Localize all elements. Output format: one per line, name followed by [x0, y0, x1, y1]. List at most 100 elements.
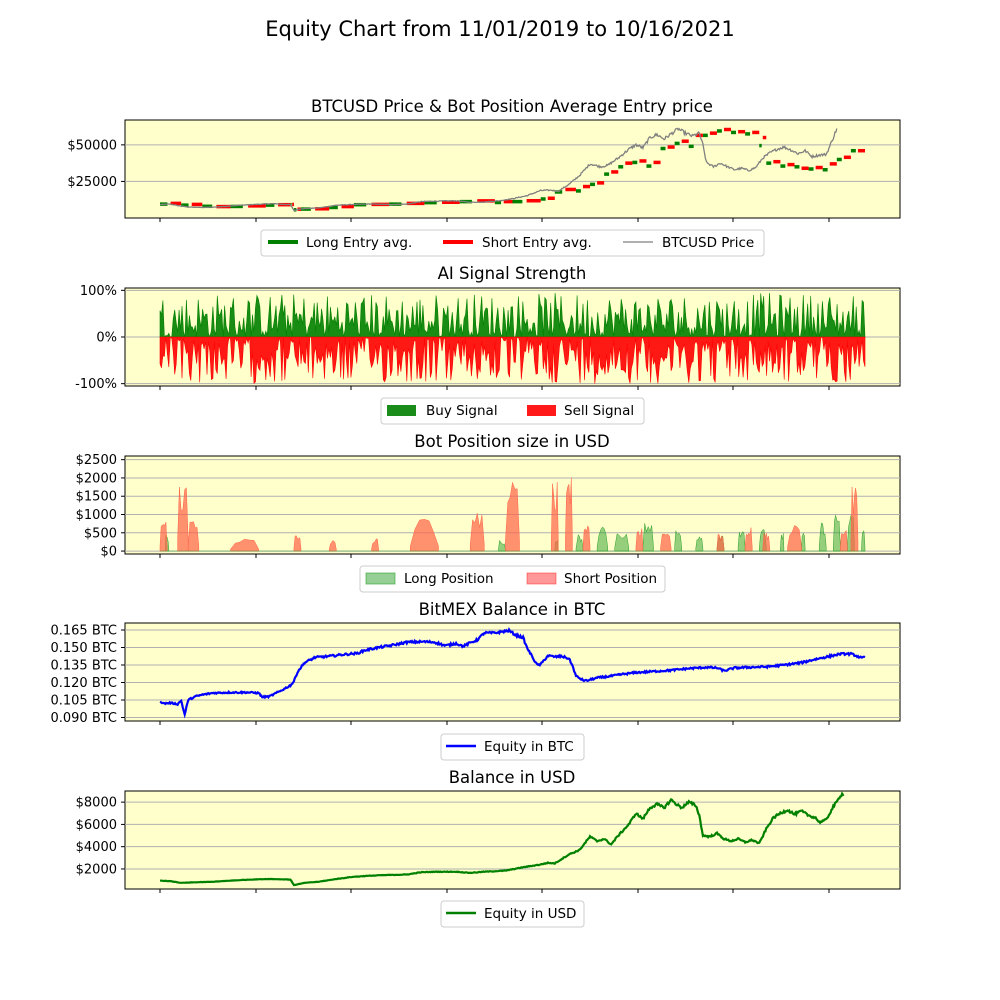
y-tick-label: $8000 [76, 796, 117, 811]
short-position-area [371, 538, 379, 552]
y-tick-label: 100% [80, 284, 117, 299]
signal-y-ticks: 100% 0% -100% [75, 284, 125, 392]
y-tick-label: $2000 [76, 862, 117, 877]
y-tick-label: 0% [96, 331, 117, 346]
price-x-ticks [159, 218, 830, 222]
short-position-area [565, 477, 573, 552]
y-tick-label: 0.090 BTC [50, 711, 117, 726]
usd-balance-chart-title: Balance in USD [449, 768, 576, 787]
short-position-area [850, 486, 859, 552]
legend-short-entry-label: Short Entry avg. [482, 235, 592, 251]
short-position-area [787, 525, 802, 552]
y-tick-label: 0.150 BTC [50, 641, 117, 656]
price-y-ticks: $25000 $50000 [67, 138, 125, 190]
short-position-area [230, 538, 259, 552]
position-panel: $0 $500 $1000 $1500 $2000 $2500 Bot Position … [76, 432, 901, 593]
position-y-ticks: $0 $500 $1000 $1500 $2000 $2500 [76, 453, 125, 560]
legend-price-label: BTCUSD Price [662, 235, 754, 251]
y-tick-label: $25000 [67, 175, 117, 190]
legend-long-position-swatch [365, 572, 396, 585]
long-position-area [780, 533, 785, 552]
short-position-area [762, 532, 771, 552]
usd-balance-x-ticks [159, 889, 830, 893]
btc-balance-chart-title: BitMEX Balance in BTC [419, 600, 606, 619]
short-position-area [635, 528, 644, 552]
long-position-area [614, 533, 630, 552]
long-position-area [801, 532, 806, 552]
price-series [159, 127, 865, 212]
buy-signal-area [159, 292, 866, 339]
short-position-area [187, 521, 200, 552]
short-position-area [293, 535, 302, 552]
legend-long-entry-label: Long Entry avg. [306, 235, 412, 251]
y-tick-label: $2500 [76, 453, 117, 468]
y-tick-label: -100% [75, 377, 117, 392]
long-position-area [674, 530, 682, 552]
signal-legend: Buy Signal Sell Signal [380, 397, 645, 425]
y-tick-label: $500 [84, 526, 117, 541]
y-tick-label: $4000 [76, 840, 117, 855]
price-legend: Long Entry avg. Short Entry avg. BTCUSD … [260, 229, 765, 257]
equity-usd-line [159, 791, 845, 887]
long-position-area [861, 530, 866, 552]
y-tick-label: $6000 [76, 818, 117, 833]
legend-short-position-swatch [526, 572, 557, 585]
short-position-area [469, 513, 485, 552]
equity-btc-line [159, 627, 866, 719]
legend-sell-label: Sell Signal [564, 403, 634, 419]
y-tick-label: $1000 [76, 508, 117, 523]
legend-equity-btc-label: Equity in BTC [484, 739, 574, 755]
legend-equity-usd-label: Equity in USD [484, 906, 576, 922]
position-legend-box [359, 565, 666, 593]
short-position-area [159, 522, 168, 552]
btc-balance-series [159, 627, 866, 719]
y-tick-label: 0.165 BTC [50, 624, 117, 639]
short-position-area [744, 527, 753, 552]
btc-balance-panel: 0.090 BTC 0.105 BTC 0.120 BTC 0.135 BTC 0.15… [50, 600, 901, 761]
y-tick-label: $0 [100, 545, 117, 560]
long-position-area [695, 536, 704, 552]
btcusd-price-line [159, 127, 838, 212]
long-position-area [596, 526, 608, 552]
btc-balance-x-ticks [159, 721, 830, 725]
long-position-area [818, 522, 827, 552]
legend-sell-swatch [527, 405, 556, 416]
btc-balance-y-ticks: 0.090 BTC 0.105 BTC 0.120 BTC 0.135 BTC 0.15… [50, 624, 125, 726]
y-tick-label: 0.120 BTC [50, 676, 117, 691]
position-series [159, 477, 866, 552]
y-tick-label: 0.135 BTC [50, 659, 117, 674]
short-position-area [716, 533, 725, 552]
legend-buy-swatch [387, 405, 416, 416]
figure-title: Equity Chart from 11/01/2019 to 10/16/20… [265, 17, 735, 41]
usd-balance-legend: Equity in USD [440, 900, 585, 928]
y-tick-label: $1500 [76, 490, 117, 505]
signal-legend-box [380, 397, 645, 425]
short-position-area [660, 533, 672, 552]
position-legend: Long Position Short Position [359, 565, 666, 593]
price-chart-title: BTCUSD Price & Bot Position Average Entr… [311, 97, 713, 116]
short-position-area [410, 519, 439, 552]
btc-balance-plot-area [124, 622, 901, 722]
short-position-area [328, 540, 337, 552]
short-position-area [551, 482, 559, 552]
btc-balance-gridlines [125, 629, 900, 718]
y-tick-label: $50000 [67, 138, 117, 153]
btc-balance-legend-box [440, 733, 585, 761]
position-chart-title: Bot Position size in USD [414, 432, 609, 451]
signal-series [159, 292, 866, 385]
short-position-area [505, 482, 520, 552]
usd-balance-plot-area [124, 790, 901, 890]
price-panel: $25000 $50000 BTCUSD Price & Bot Position… [67, 97, 901, 257]
legend-long-position-label: Long Position [404, 571, 494, 587]
usd-balance-series [159, 791, 845, 887]
price-legend-box [260, 229, 765, 257]
long-position-area [642, 523, 654, 552]
y-tick-label: 0.105 BTC [50, 694, 117, 709]
long-position-area [833, 515, 841, 552]
sell-signal-area [159, 336, 866, 385]
long-position-area [737, 530, 746, 552]
y-tick-label: $2000 [76, 471, 117, 486]
usd-balance-panel: $2000 $4000 $6000 $8000 Balance in USD Equi… [76, 768, 901, 928]
position-x-ticks [159, 554, 830, 558]
legend-buy-label: Buy Signal [426, 403, 498, 419]
